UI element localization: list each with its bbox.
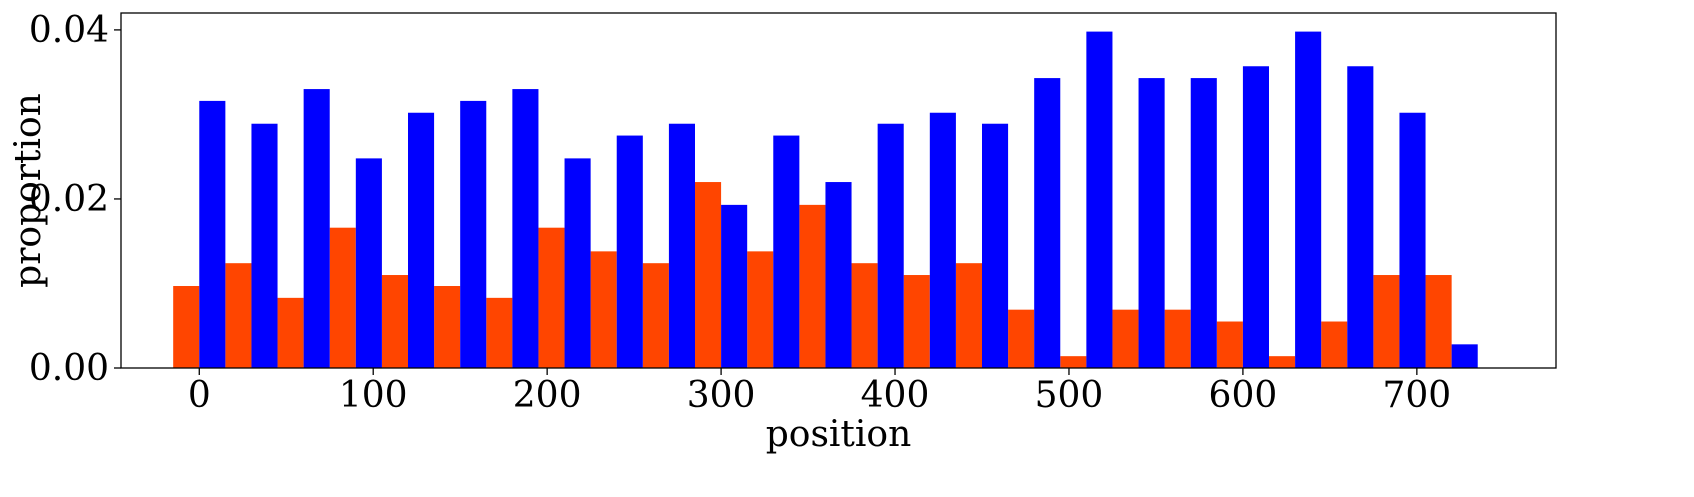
bar-series2-1 — [251, 123, 278, 368]
bar-series1-5 — [434, 286, 461, 368]
x-tick-label: 0 — [188, 375, 211, 416]
bar-series2-18 — [1138, 78, 1165, 368]
x-tick-label: 100 — [339, 375, 408, 416]
bar-series2-16 — [1034, 78, 1061, 368]
bar-series1-15 — [955, 263, 982, 368]
bar-series2-3 — [355, 158, 382, 368]
bar-series1-17 — [1060, 356, 1087, 368]
bar-series2-4 — [408, 112, 435, 368]
bar-series2-9 — [668, 123, 695, 368]
bar-series2-10 — [721, 204, 748, 368]
y-axis-label: proportion — [8, 93, 49, 288]
x-tick-label: 700 — [1382, 375, 1451, 416]
x-tick-label: 400 — [861, 375, 930, 416]
bar-series1-24 — [1425, 275, 1452, 368]
bar-series2-22 — [1347, 66, 1374, 368]
y-tick-label: 0.00 — [29, 348, 109, 389]
bar-series1-8 — [590, 251, 617, 368]
bar-series2-21 — [1295, 31, 1322, 368]
bar-series1-16 — [1008, 309, 1035, 368]
bar-series1-19 — [1164, 309, 1191, 368]
bar-series1-22 — [1321, 321, 1348, 368]
bar-series1-7 — [538, 227, 565, 368]
bar-series1-10 — [695, 182, 722, 368]
x-tick-label: 600 — [1209, 375, 1278, 416]
bar-series1-4 — [381, 275, 408, 368]
bar-series2-11 — [773, 135, 800, 368]
bar-series2-8 — [616, 135, 643, 368]
bar-series2-14 — [929, 112, 956, 368]
bar-series1-12 — [799, 204, 826, 368]
bar-series1-6 — [486, 297, 513, 368]
bar-series2-23 — [1399, 112, 1426, 368]
y-tick-label: 0.04 — [29, 10, 109, 51]
bar-series1-21 — [1269, 356, 1296, 368]
bar-series2-13 — [877, 123, 904, 368]
bars-layer — [173, 31, 1478, 369]
x-tick-label: 300 — [687, 375, 756, 416]
bar-series1-18 — [1112, 309, 1139, 368]
y-axis: 0.00 0.02 0.04 — [29, 10, 121, 389]
bar-series2-0 — [199, 100, 226, 369]
x-tick-label: 500 — [1035, 375, 1104, 416]
bar-series1-14 — [903, 275, 930, 368]
bar-series1-1 — [225, 263, 252, 368]
bar-series2-2 — [303, 89, 330, 369]
bar-series2-20 — [1242, 66, 1269, 368]
y-tick-label: 0.02 — [29, 179, 109, 220]
plot-frame — [120, 12, 1557, 369]
x-tick-label: 200 — [513, 375, 582, 416]
x-axis: 0 100 200 300 400 500 600 700 — [188, 368, 1451, 416]
bar-series1-0 — [173, 286, 200, 368]
bar-series2-5 — [460, 100, 487, 369]
bar-series2-19 — [1190, 78, 1217, 368]
bar-series2-15 — [982, 123, 1009, 368]
bar-series1-3 — [329, 227, 356, 368]
bar-series1-13 — [851, 263, 878, 368]
bar-series1-23 — [1373, 275, 1400, 368]
x-axis-label: position — [766, 414, 912, 455]
bar-series2-7 — [564, 158, 591, 368]
bar-series2-17 — [1086, 31, 1113, 368]
bar-series1-2 — [277, 297, 304, 368]
bar-series1-20 — [1216, 321, 1243, 368]
bar-series2-6 — [512, 89, 539, 369]
bar-series1-11 — [747, 251, 774, 368]
bar-series2-12 — [825, 182, 852, 368]
bar-series1-9 — [642, 263, 669, 368]
bar-series2-24 — [1451, 344, 1478, 368]
